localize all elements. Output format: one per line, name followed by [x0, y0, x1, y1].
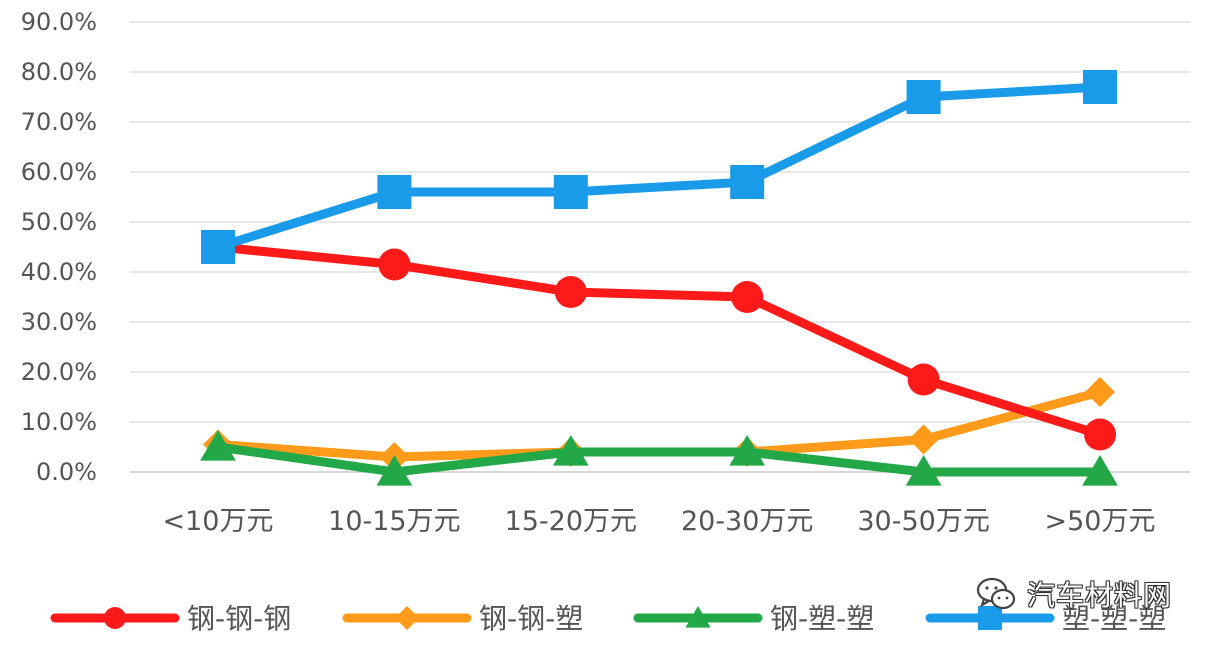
data-point-circle [104, 607, 126, 629]
legend-label: 钢-钢-塑 [479, 602, 583, 635]
legend: 钢-钢-钢 钢-钢-塑 钢-塑-塑 塑-塑-塑 [50, 602, 1166, 635]
legend-label: 塑-塑-塑 [1062, 602, 1166, 635]
data-point-circle [1084, 418, 1116, 451]
x-tick-label: >50万元 [1045, 506, 1156, 537]
x-tick-label: 20-30万元 [681, 506, 813, 537]
data-point-triangle [1082, 455, 1118, 486]
y-tick-label: 40.0% [21, 258, 97, 286]
series [200, 70, 1118, 486]
data-point-square [1083, 70, 1117, 104]
data-point-triangle [685, 606, 711, 628]
legend-item: 钢-塑-塑 [633, 602, 874, 635]
data-point-triangle [200, 430, 236, 461]
y-tick-label: 20.0% [21, 358, 97, 386]
data-point-square [377, 175, 412, 209]
legend-item: 钢-钢-钢 [50, 602, 291, 635]
series-line [213, 242, 1105, 439]
watermark-text: 汽车材料网 [1026, 579, 1172, 612]
series-line [213, 387, 1105, 462]
data-point-triangle [905, 455, 942, 486]
legend-item: 钢-钢-塑 [342, 602, 583, 635]
x-axis-ticks: <10万元 10-15万元 15-20万元 20-30万元 30-50万元 >50万元 [163, 506, 1156, 537]
y-tick-label: 90.0% [21, 8, 97, 36]
legend-label: 钢-塑-塑 [770, 602, 874, 635]
data-point-circle [731, 281, 764, 313]
x-tick-label: 30-50万元 [857, 506, 989, 537]
data-point-triangle [729, 435, 766, 466]
data-point-square [978, 606, 1002, 630]
data-point-square [906, 80, 941, 114]
data-point-circle [554, 276, 587, 308]
x-tick-label: <10万元 [163, 506, 274, 537]
data-point-square [730, 165, 765, 199]
data-point-diamond [1085, 377, 1115, 407]
watermark: 汽车材料网 [975, 574, 1172, 614]
legend-item: 塑-塑-塑 [925, 602, 1166, 635]
series-2 [200, 430, 1118, 486]
wechat-icon [976, 577, 1016, 610]
data-point-circle [907, 363, 940, 396]
y-axis-ticks: 0.0% 10.0% 20.0% 30.0% 40.0% 50.0% 60.0% 70.0% 8… [21, 8, 97, 486]
series-1 [203, 377, 1115, 472]
y-tick-label: 70.0% [21, 108, 97, 136]
data-point-diamond [908, 424, 939, 455]
x-tick-label: 15-20万元 [505, 506, 637, 537]
data-point-circle [378, 248, 411, 281]
series-line [213, 442, 1105, 477]
y-tick-label: 50.0% [21, 208, 97, 236]
y-tick-label: 10.0% [21, 408, 97, 436]
y-tick-label: 0.0% [36, 458, 97, 486]
y-tick-label: 80.0% [21, 58, 97, 86]
y-tick-label: 30.0% [21, 308, 97, 336]
data-point-square [201, 230, 235, 264]
data-point-triangle [376, 455, 413, 486]
data-point-square [553, 175, 588, 209]
series-line [213, 82, 1105, 252]
legend-label: 钢-钢-钢 [187, 602, 291, 635]
series-0 [202, 231, 1116, 451]
y-tick-label: 60.0% [21, 158, 97, 186]
series-3 [201, 70, 1117, 264]
data-point-triangle [552, 435, 589, 466]
x-tick-label: 10-15万元 [328, 506, 460, 537]
data-point-diamond [395, 606, 419, 630]
